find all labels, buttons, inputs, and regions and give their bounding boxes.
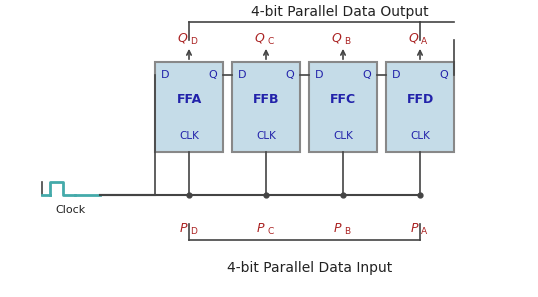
Bar xyxy=(309,62,377,152)
Text: Q: Q xyxy=(208,70,217,80)
Text: FFC: FFC xyxy=(330,93,356,106)
Text: P: P xyxy=(257,222,264,235)
Bar xyxy=(386,62,454,152)
Text: D: D xyxy=(392,70,400,80)
Text: Q: Q xyxy=(331,31,341,45)
Text: C: C xyxy=(267,37,273,45)
Bar xyxy=(232,62,300,152)
Text: CLK: CLK xyxy=(410,131,430,141)
Text: B: B xyxy=(344,37,350,45)
Text: D: D xyxy=(190,37,197,45)
Text: Q: Q xyxy=(439,70,448,80)
Text: A: A xyxy=(421,37,427,45)
Bar xyxy=(155,62,223,152)
Text: P: P xyxy=(410,222,418,235)
Text: CLK: CLK xyxy=(333,131,353,141)
Text: D: D xyxy=(161,70,169,80)
Text: D: D xyxy=(315,70,323,80)
Text: C: C xyxy=(267,227,273,236)
Text: FFB: FFB xyxy=(253,93,279,106)
Text: Q: Q xyxy=(177,31,187,45)
Text: FFD: FFD xyxy=(406,93,434,106)
Text: Clock: Clock xyxy=(55,205,85,215)
Text: P: P xyxy=(180,222,187,235)
Text: Q: Q xyxy=(362,70,371,80)
Text: CLK: CLK xyxy=(256,131,276,141)
Text: A: A xyxy=(421,227,427,236)
Text: 4-bit Parallel Data Input: 4-bit Parallel Data Input xyxy=(228,261,393,275)
Text: FFA: FFA xyxy=(176,93,202,106)
Text: P: P xyxy=(334,222,341,235)
Text: 4-bit Parallel Data Output: 4-bit Parallel Data Output xyxy=(251,5,429,19)
Text: D: D xyxy=(238,70,246,80)
Text: D: D xyxy=(190,227,197,236)
Text: Q: Q xyxy=(285,70,294,80)
Text: Q: Q xyxy=(254,31,264,45)
Text: Q: Q xyxy=(408,31,418,45)
Text: CLK: CLK xyxy=(179,131,199,141)
Text: B: B xyxy=(344,227,350,236)
